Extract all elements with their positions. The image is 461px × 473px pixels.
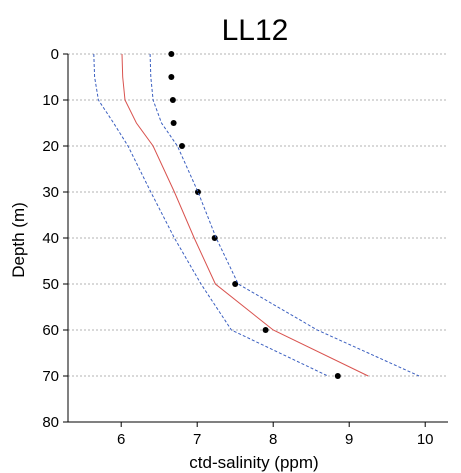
chart-title: LL12	[222, 14, 289, 47]
series-layer	[93, 51, 420, 379]
y-tick-label: 10	[42, 92, 59, 109]
x-tick-label: 7	[193, 431, 201, 448]
y-tick-label: 60	[42, 322, 59, 339]
data-point	[169, 97, 176, 103]
x-tick-label: 6	[117, 431, 125, 448]
data-point	[168, 74, 175, 80]
x-ticks: 6 7 8 9 10	[117, 422, 434, 448]
confidence-bound-line	[149, 53, 420, 377]
x-tick-label: 8	[269, 431, 277, 448]
data-point	[211, 235, 218, 241]
y-tick-label: 20	[42, 138, 59, 155]
y-tick-label: 0	[51, 46, 59, 63]
confidence-bound-line	[93, 53, 329, 377]
x-axis-label: ctd-salinity (ppm)	[189, 453, 318, 472]
grid-lines	[68, 53, 448, 377]
y-tick-label: 40	[42, 230, 59, 247]
fit-line	[121, 53, 369, 377]
x-tick-label: 9	[345, 431, 353, 448]
data-point	[179, 143, 185, 149]
data-point	[262, 327, 269, 333]
data-point	[168, 51, 175, 57]
data-point	[170, 120, 177, 126]
data-point	[334, 373, 341, 379]
y-tick-label: 70	[42, 368, 59, 385]
y-tick-label: 80	[42, 414, 59, 431]
data-point	[232, 281, 239, 287]
y-axis-label: Depth (m)	[9, 202, 28, 278]
y-ticks: 0 10 20 30 40 50 60 70 80	[42, 46, 68, 431]
y-tick-label: 50	[42, 276, 59, 293]
y-tick-label: 30	[42, 184, 59, 201]
data-point	[194, 189, 201, 195]
x-tick-label: 10	[417, 431, 434, 448]
